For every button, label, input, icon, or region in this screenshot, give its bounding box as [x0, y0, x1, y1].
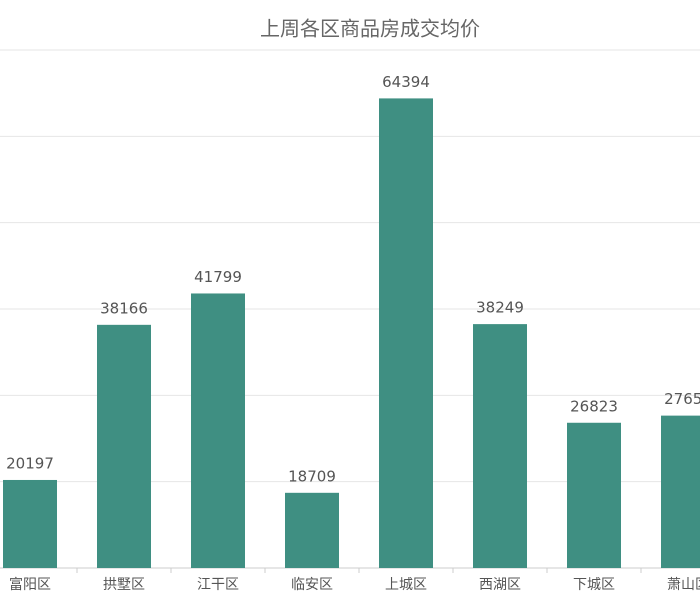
bar	[97, 324, 151, 568]
x-tick-label: 拱墅区	[103, 577, 145, 593]
x-tick-label: 富阳区	[9, 576, 51, 593]
bar	[285, 492, 339, 568]
value-label: 26823	[570, 397, 618, 415]
bar	[191, 293, 245, 568]
x-tick-label: 临安区	[291, 577, 333, 593]
bar	[379, 98, 433, 568]
x-tick-label: 萧山区	[667, 577, 700, 593]
value-label: 38166	[100, 299, 148, 317]
bar	[473, 324, 527, 568]
value-label: 38249	[476, 299, 524, 317]
value-label: 64394	[382, 73, 430, 91]
value-label: 41799	[194, 268, 242, 286]
value-label: 27650	[664, 390, 700, 408]
value-label: 20197	[6, 454, 54, 472]
x-tick-label: 西湖区	[479, 577, 521, 593]
bar	[567, 422, 621, 568]
value-label: 18709	[288, 467, 336, 485]
x-tick-label: 下城区	[573, 577, 615, 593]
bar	[3, 479, 57, 568]
x-tick-label: 江干区	[197, 577, 239, 593]
x-tick-label: 上城区	[385, 577, 427, 593]
bar	[661, 415, 700, 568]
chart-title: 上周各区商品房成交均价	[260, 17, 480, 41]
